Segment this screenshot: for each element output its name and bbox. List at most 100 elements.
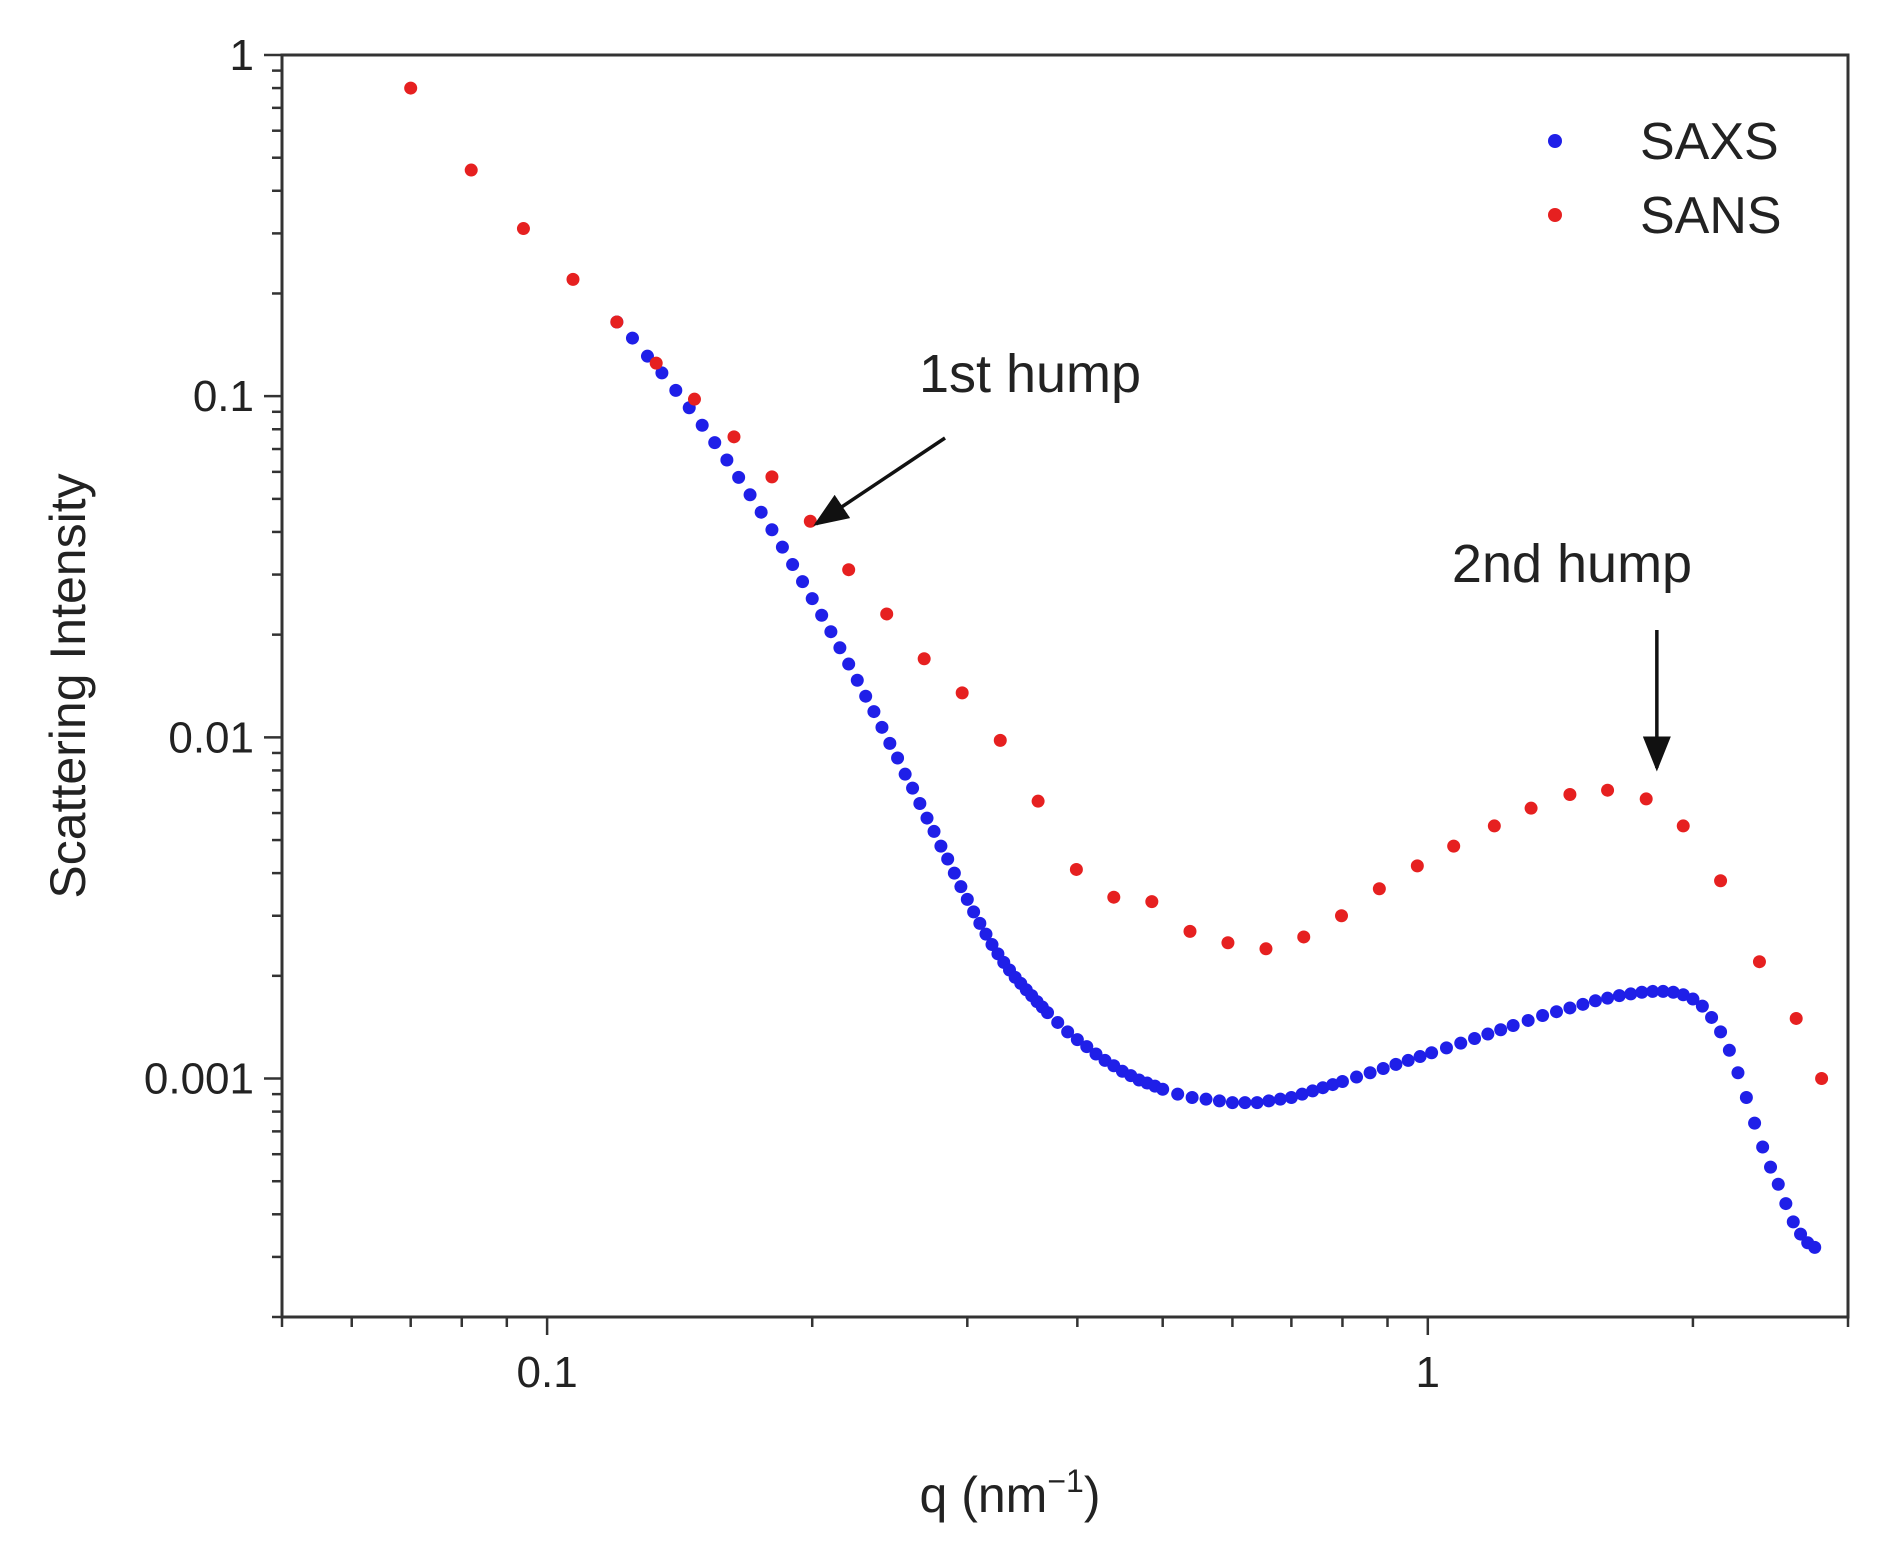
axes-layer: 0.1 1 1 0.1 0.01 0.001	[144, 31, 1850, 1397]
saxs-point	[1250, 1096, 1264, 1110]
saxs-point	[695, 418, 709, 432]
saxs-point	[1070, 1033, 1084, 1047]
sans-point	[1524, 801, 1538, 815]
saxs-point	[960, 892, 974, 906]
y-tick-label: 0.01	[168, 713, 254, 762]
sans-point	[1107, 890, 1121, 904]
saxs-point	[1238, 1096, 1252, 1110]
saxs-point	[1273, 1092, 1287, 1106]
saxs-point	[1635, 985, 1649, 999]
saxs-point	[1425, 1046, 1439, 1060]
saxs-point	[1521, 1013, 1535, 1027]
saxs-point	[743, 488, 757, 502]
saxs-point	[1439, 1041, 1453, 1055]
saxs-point	[1284, 1090, 1298, 1104]
saxs-point	[1171, 1087, 1185, 1101]
y-tick-label: 0.1	[193, 372, 254, 421]
saxs-point	[898, 767, 912, 781]
saxs-point	[1306, 1084, 1320, 1098]
saxs-point	[1576, 997, 1590, 1011]
saxs-point	[1401, 1053, 1415, 1067]
saxs-point	[1536, 1009, 1550, 1023]
x-tick-label: 1	[1416, 1348, 1440, 1397]
saxs-point	[1612, 989, 1626, 1003]
plot-frame	[280, 53, 1850, 1319]
saxs-point	[947, 866, 961, 880]
sans-point	[649, 356, 663, 370]
legend-marker-saxs	[1548, 134, 1562, 148]
sans-point	[880, 607, 894, 621]
saxs-point	[796, 575, 810, 589]
sans-point	[566, 272, 580, 286]
sans-point	[1789, 1011, 1803, 1025]
saxs-point	[754, 505, 768, 519]
saxs-point	[1363, 1066, 1377, 1080]
sans-point	[842, 563, 856, 577]
sans-point	[1259, 942, 1273, 956]
sans-point	[1714, 874, 1728, 888]
saxs-point	[1185, 1090, 1199, 1104]
saxs-point	[941, 852, 955, 866]
saxs-point	[655, 366, 669, 380]
saxs-point	[669, 383, 683, 397]
arrow-1st-hump	[813, 436, 946, 526]
sans-point	[1297, 930, 1311, 944]
sans-point	[1563, 787, 1577, 801]
saxs-point	[927, 824, 941, 838]
sans-point	[1031, 794, 1045, 808]
saxs-point	[1089, 1047, 1103, 1061]
saxs-point	[1646, 984, 1660, 998]
saxs-point	[875, 720, 889, 734]
saxs-point	[954, 880, 968, 894]
saxs-point	[867, 705, 881, 719]
series-layer	[404, 81, 1829, 1254]
saxs-point	[1454, 1036, 1468, 1050]
sans-point	[1069, 862, 1083, 876]
saxs-point	[1748, 1116, 1762, 1130]
saxs-point	[1779, 1197, 1793, 1211]
saxs-point	[967, 905, 981, 919]
saxs-point	[1262, 1094, 1276, 1108]
saxs-point	[1601, 991, 1615, 1005]
saxs-point	[1481, 1027, 1495, 1041]
sans-point	[1183, 924, 1197, 938]
saxs-point	[708, 436, 722, 450]
saxs-point	[920, 811, 934, 825]
sans-point	[917, 652, 931, 666]
sans-point	[1487, 819, 1501, 833]
saxs-point	[1350, 1070, 1364, 1084]
series-saxs	[610, 315, 1822, 1254]
saxs-point	[1316, 1081, 1330, 1095]
saxs-point	[979, 927, 993, 941]
saxs-point	[1714, 1025, 1728, 1039]
saxs-point	[824, 625, 838, 639]
sans-point	[1372, 882, 1386, 896]
saxs-point	[1468, 1032, 1482, 1046]
saxs-point	[815, 608, 829, 622]
saxs-point	[1764, 1160, 1778, 1174]
x-tick-label: 0.1	[517, 1348, 578, 1397]
saxs-point	[805, 592, 819, 606]
saxs-point	[1666, 985, 1680, 999]
saxs-point	[1041, 1006, 1055, 1020]
saxs-point	[1376, 1062, 1390, 1076]
sans-point	[993, 733, 1007, 747]
saxs-point	[1080, 1040, 1094, 1054]
sans-point	[1447, 839, 1461, 853]
sans-point	[1639, 792, 1653, 806]
saxs-point	[1739, 1090, 1753, 1104]
saxs-point	[1656, 984, 1670, 998]
saxs-point	[1794, 1227, 1808, 1241]
saxs-point	[1676, 988, 1690, 1002]
saxs-point	[1588, 994, 1602, 1008]
saxs-point	[1695, 999, 1709, 1013]
annotation-layer: 1st hump 2nd hump	[813, 344, 1692, 772]
annotation-1st-hump: 1st hump	[919, 344, 1141, 404]
saxs-point	[1731, 1066, 1745, 1080]
saxs-point	[732, 470, 746, 484]
saxs-point	[1686, 992, 1700, 1006]
saxs-point	[906, 781, 920, 795]
saxs-point	[1295, 1087, 1309, 1101]
saxs-point	[883, 736, 897, 750]
